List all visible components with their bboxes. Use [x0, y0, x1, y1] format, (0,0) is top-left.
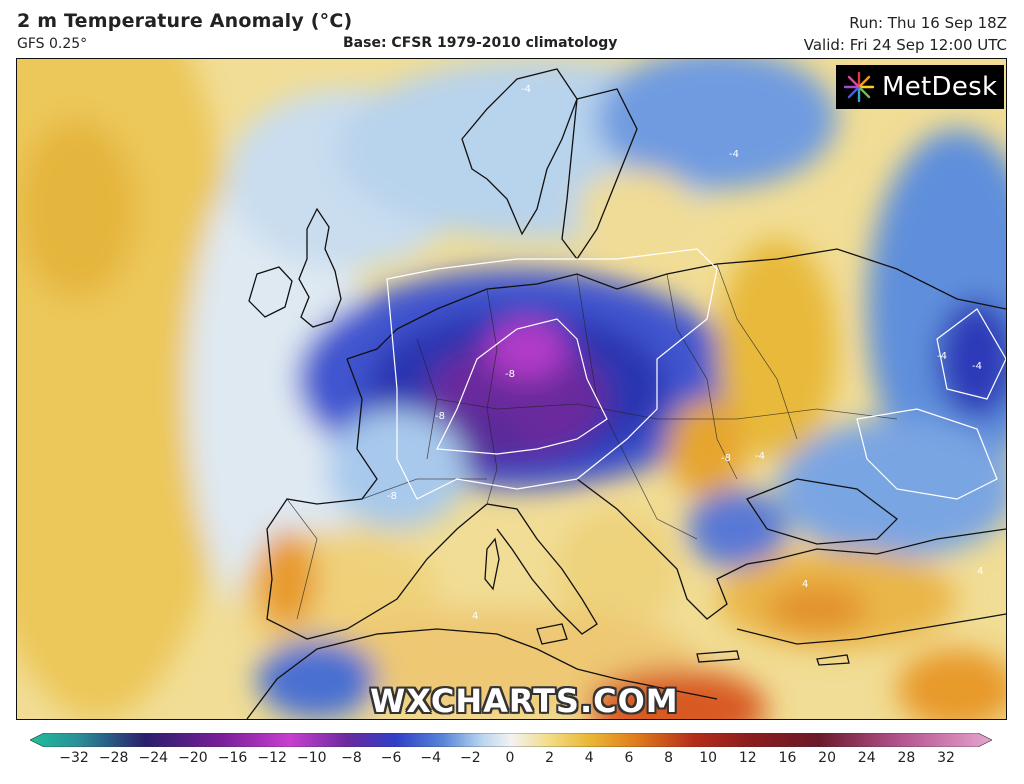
contour-label-group: -8 -8 -8 -8 -4 -4 -4 -4 -4 4 4 4	[387, 84, 983, 622]
colorbar-tick-label: 32	[937, 750, 955, 766]
metdesk-starburst-icon	[843, 71, 875, 103]
colorbar-tick-label: 10	[699, 750, 718, 766]
colorbar-tick-label: 12	[738, 750, 757, 766]
logo-text: MetDesk	[882, 72, 998, 102]
colorbar-tick-label: 2	[545, 750, 555, 766]
contour-label: 4	[977, 566, 983, 577]
contour-lines	[386, 248, 1006, 500]
contour-label: 4	[472, 611, 478, 622]
contour-label: -8	[721, 453, 731, 464]
colorbar-tick-label: 4	[584, 750, 594, 766]
colorbar-tick-label: −12	[257, 750, 287, 766]
colorbar-tick-label: −8	[341, 750, 362, 766]
colorbar-tick-label: −16	[217, 750, 248, 766]
contour-label: -4	[521, 84, 531, 95]
wxcharts-watermark: WXCHARTS.COM	[370, 682, 679, 720]
contour-label: -4	[937, 351, 947, 362]
colorbar-tick-label: 16	[778, 750, 797, 766]
contour-label: -8	[435, 411, 445, 422]
colorbar-ticks: −32 −28 −24 −20 −16 −12 −10 −8 −6 −4 −2 0 2 4 6 8 10 12 16…	[0, 750, 1024, 772]
contour-label: -4	[729, 149, 739, 160]
contour-label: -8	[505, 369, 515, 380]
contour-label: -8	[387, 491, 397, 502]
country-borders	[286, 263, 898, 620]
contour-label: 4	[802, 579, 808, 590]
run-time-label: Run: Thu 16 Sep 18Z	[849, 14, 1007, 32]
anomaly-map[interactable]: -8 -8 -8 -8 -4 -4 -4 -4 -4 4 4 4	[16, 58, 1007, 720]
climatology-base-label: Base: CFSR 1979-2010 climatology	[343, 35, 618, 51]
colorbar-tick-label: 6	[624, 750, 634, 766]
metdesk-logo: MetDesk	[836, 65, 1004, 109]
colorbar-tick-label: −32	[59, 750, 89, 766]
colorbar	[30, 733, 992, 747]
coastlines	[246, 68, 1006, 719]
colorbar-tick-label: 8	[664, 750, 673, 766]
colorbar-tick-label: −24	[138, 750, 169, 766]
colorbar-tick-label: −28	[98, 750, 129, 766]
chart-title: 2 m Temperature Anomaly (°C)	[17, 10, 353, 32]
colorbar-tick-label: −2	[460, 750, 481, 766]
colorbar-tick-label: 28	[897, 750, 916, 766]
map-canvas: -8 -8 -8 -8 -4 -4 -4 -4 -4 4 4 4	[17, 59, 1006, 719]
contour-label: -4	[972, 361, 982, 372]
colorbar-tick-label: 0	[505, 750, 515, 766]
model-label: GFS 0.25°	[17, 36, 88, 52]
valid-time-label: Valid: Fri 24 Sep 12:00 UTC	[803, 36, 1007, 54]
colorbar-tick-label: −20	[178, 750, 208, 766]
colorbar-tick-label: 24	[857, 750, 876, 766]
contour-label: -4	[755, 451, 765, 462]
colorbar-tick-label: −10	[297, 750, 327, 766]
colorbar-tick-label: −4	[420, 750, 442, 766]
chart-header: 2 m Temperature Anomaly (°C) GFS 0.25° B…	[0, 0, 1024, 58]
colorbar-tick-label: −6	[380, 750, 402, 766]
colorbar-tick-label: 20	[818, 750, 836, 766]
